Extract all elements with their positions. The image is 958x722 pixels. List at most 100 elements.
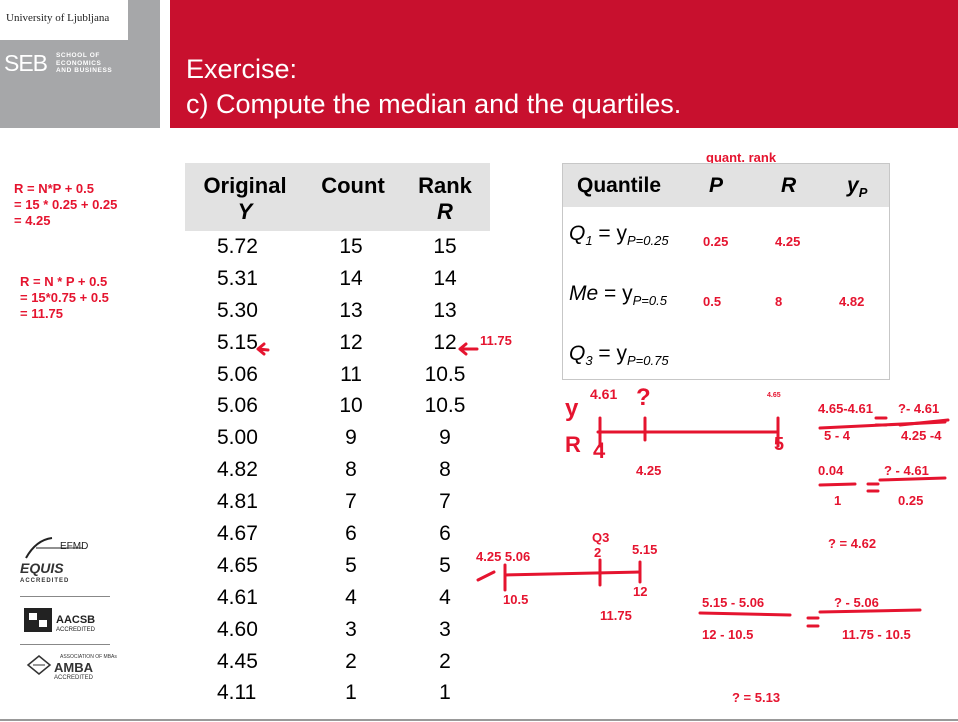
- table-row: 5.06 11 10.5: [185, 359, 490, 391]
- q1-small-right: 4.65: [767, 392, 781, 399]
- q1-r-value: 4.25: [636, 463, 662, 478]
- col-header-original-symbol: Y: [237, 199, 253, 224]
- note-line: R = N*P + 0.5: [14, 181, 94, 196]
- q1-question: ?: [636, 384, 651, 411]
- q3-top-right: 5.15: [632, 542, 658, 557]
- frac4-line: [878, 476, 947, 482]
- q3-label: Q3: [592, 530, 610, 545]
- q3-label-2: 2: [594, 545, 602, 560]
- cell-count: 1: [345, 681, 357, 705]
- col-header-quantile: Quantile: [577, 174, 662, 197]
- cell-rank: 14: [433, 266, 457, 290]
- cell-rank: 2: [439, 649, 451, 673]
- header-banner: Exercise: c) Compute the median and the …: [170, 0, 958, 128]
- table-row: 5.00 9 9: [185, 422, 490, 454]
- cell-original: 4.82: [217, 458, 258, 482]
- quantile-eq: = y: [598, 282, 633, 305]
- table-row: 4.60 3 3: [185, 614, 490, 646]
- cell-rank: 9: [439, 426, 451, 450]
- rank-note-11-75: 11.75: [480, 333, 512, 348]
- cell-count: 6: [345, 522, 357, 546]
- amba-association: ASSOCIATION OF MBAs: [60, 654, 117, 660]
- col-header-yp-sub: P: [858, 185, 868, 201]
- equals-1: [874, 416, 888, 427]
- cell-rank: 10.5: [424, 362, 466, 386]
- cell-rank: 8: [439, 458, 451, 482]
- quantile-value-r: 4.25: [775, 234, 801, 249]
- col-header-r: R: [781, 174, 797, 197]
- equals-2: [866, 482, 880, 493]
- frac5-numerator: 5.15 - 5.06: [702, 595, 765, 610]
- cell-rank: 7: [439, 490, 451, 514]
- quant-rank-note: quant. rank: [706, 150, 777, 165]
- cell-count: 12: [339, 330, 363, 354]
- cell-rank: 15: [433, 235, 457, 258]
- rank-formula-note-q1: R = N*P + 0.5 = 15 * 0.25 + 0.25 = 4.25: [14, 181, 117, 229]
- quantile-symbol: Me: [569, 282, 599, 305]
- aacsb-accredited: ACCREDITED: [56, 627, 96, 633]
- q1-y-value: 4.61: [590, 386, 618, 402]
- frac2-denominator: 4.25 -4: [901, 428, 942, 443]
- table-row: 5.31 14 14: [185, 263, 490, 295]
- cell-original: 4.67: [217, 522, 258, 546]
- data-table: Original Y Count Rank R 5.72 15 15 5.31 14 14…: [185, 163, 490, 709]
- efmd-swoosh-icon: [25, 537, 82, 559]
- frac4-denominator: 0.25: [898, 493, 924, 508]
- table-row: 4.61 4 4: [185, 582, 490, 614]
- quantile-symbol-sub: 3: [585, 353, 593, 369]
- page-title-line1: Exercise:: [186, 54, 298, 84]
- logo-divider: [20, 644, 110, 645]
- cell-original: 5.15: [217, 330, 258, 354]
- cell-original: 4.61: [217, 585, 258, 609]
- quantile-p-sub: P=0.25: [627, 233, 669, 249]
- table-row: 4.45 2 2: [185, 646, 490, 678]
- header-divider: [160, 0, 170, 128]
- cell-rank: 10.5: [424, 394, 466, 418]
- table-row: 4.81 7 7: [185, 486, 490, 518]
- cell-count: 15: [339, 235, 363, 258]
- data-table-header: Original Y Count Rank R: [185, 163, 490, 231]
- cell-count: 3: [345, 617, 357, 641]
- quantile-label: Me = yP=0.5: [569, 282, 667, 308]
- frac3-denominator: 1: [834, 493, 842, 508]
- quantile-symbol: Q: [569, 342, 586, 365]
- logo-divider: [20, 596, 110, 597]
- quantile-value-p: 0.5: [703, 294, 722, 309]
- q1-r-left: 4: [593, 438, 606, 463]
- q1-r-label: R: [565, 432, 581, 457]
- quantile-p-sub: P=0.75: [627, 353, 669, 369]
- col-header-rank-symbol: R: [437, 199, 453, 224]
- amba-label: AMBA: [54, 660, 93, 675]
- frac1-denominator: 5 - 4: [824, 428, 851, 443]
- amba-accredited: ACCREDITED: [54, 675, 94, 681]
- frac3-numerator: 0.04: [818, 463, 844, 478]
- cell-count: 13: [339, 298, 363, 322]
- rank-formula-note-q3: R = N * P + 0.5 = 15*0.75 + 0.5 = 11.75: [20, 274, 109, 322]
- cell-original: 5.06: [217, 394, 258, 418]
- cell-original: 5.31: [217, 266, 258, 290]
- frac1-numerator: 4.65-4.61: [818, 401, 873, 416]
- cell-count: 7: [345, 490, 357, 514]
- data-table-body: 5.72 15 15 5.31 14 14 5.30 13 13 5.15 12 12 5.06 11 10…: [185, 231, 490, 709]
- col-header-original-label: Original: [203, 173, 287, 198]
- cell-count: 5: [345, 553, 357, 577]
- efmd-label: EFMD: [60, 541, 89, 552]
- table-row: 4.65 5 5: [185, 550, 490, 582]
- school-abbr: SEB: [4, 50, 48, 76]
- col-header-rank-label: Rank: [418, 173, 472, 198]
- frac2-line: [898, 418, 950, 427]
- university-box: University of Ljubljana: [0, 0, 128, 40]
- frac6-numerator: ? - 5.06: [834, 595, 879, 610]
- quantile-value-yp: 4.82: [839, 294, 865, 309]
- cell-rank: 12: [433, 330, 457, 354]
- quantile-table: Quantile P R yP Q1 = yP=0.25 0.25 4.25 Me =…: [562, 163, 890, 380]
- amba-diamond-icon: [26, 655, 52, 675]
- cell-rank: 1: [439, 681, 451, 705]
- frac2-numerator: ?- 4.61: [898, 401, 940, 416]
- frac5-denominator: 12 - 10.5: [702, 627, 754, 642]
- page-title-line2: c) Compute the median and the quartiles.: [186, 89, 682, 119]
- table-row: 5.15 12 12: [185, 327, 490, 359]
- frac6-denominator: 11.75 - 10.5: [842, 627, 911, 642]
- q3-bottom-right: 12: [633, 584, 648, 599]
- cell-original: 4.81: [217, 490, 258, 514]
